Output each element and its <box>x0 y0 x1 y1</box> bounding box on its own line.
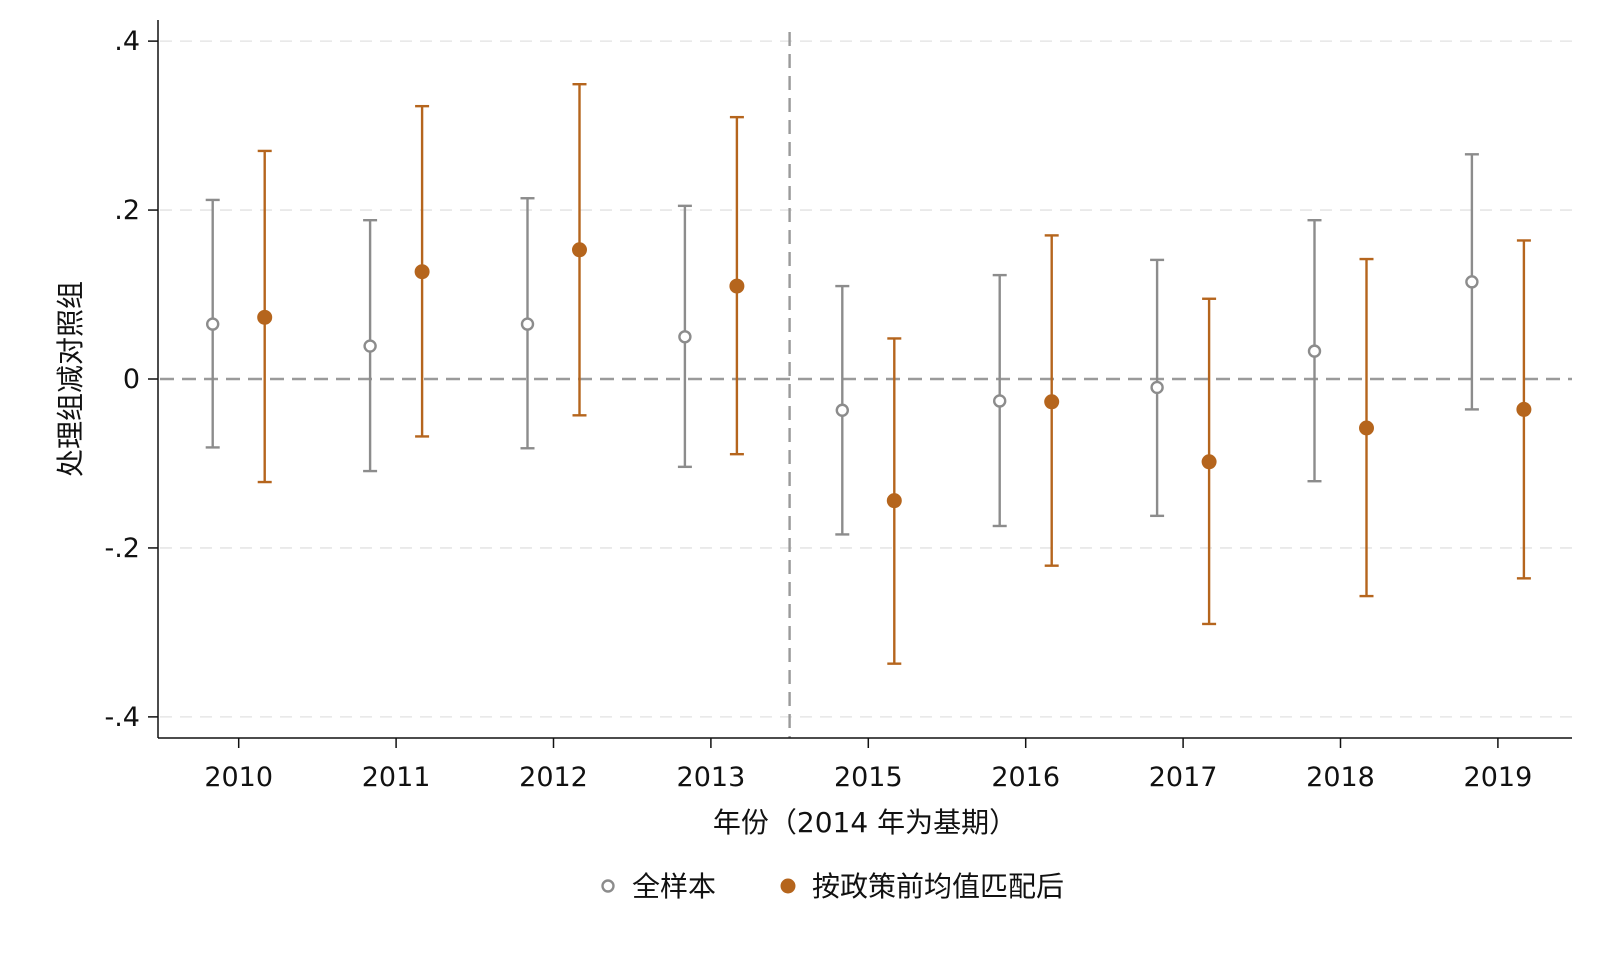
data-point <box>257 309 273 325</box>
x-tick-label: 2018 <box>1306 762 1375 793</box>
data-point <box>414 264 430 280</box>
data-point <box>1307 344 1322 358</box>
legend-item-full-sample: 全样本 <box>601 870 716 903</box>
y-axis-ticks: -.4 -.2 0 .2 .4 <box>104 26 158 733</box>
x-tick-label: 2016 <box>991 762 1060 793</box>
legend-label-full-sample: 全样本 <box>632 870 716 903</box>
data-point <box>1044 394 1060 410</box>
legend: 全样本 按政策前均值匹配后 <box>601 870 1064 903</box>
x-tick-label: 2011 <box>362 762 431 793</box>
data-point <box>520 317 535 331</box>
data-point <box>1465 275 1479 289</box>
y-tick-label: -.4 <box>104 702 140 733</box>
x-axis-ticks: 2010 2011 2012 2013 2015 2016 2017 2018 2019 <box>204 738 1532 793</box>
y-tick-label: -.2 <box>104 533 140 564</box>
data-point <box>1150 380 1164 395</box>
y-tick-label: .2 <box>114 195 140 226</box>
x-axis-title: 年份（2014 年为基期） <box>713 806 1017 839</box>
data-point <box>729 278 745 294</box>
legend-marker-filled-circle <box>780 878 796 894</box>
reference-lines <box>160 32 1572 738</box>
legend-item-matched-sample: 按政策前均值匹配后 <box>780 870 1064 903</box>
data-point <box>1359 420 1374 436</box>
series-marks <box>205 82 1532 665</box>
series-full-sample <box>205 153 1479 536</box>
x-tick-label: 2013 <box>677 762 746 793</box>
data-point <box>886 493 902 509</box>
legend-marker-hollow-circle <box>601 879 615 893</box>
y-axis-title: 处理组减对照组 <box>54 281 87 477</box>
data-point <box>1201 454 1217 470</box>
data-point <box>1516 401 1532 417</box>
data-point <box>993 394 1007 408</box>
series-matched-sample <box>257 82 1532 665</box>
data-point <box>572 242 587 258</box>
y-tick-label: 0 <box>123 364 140 395</box>
data-point <box>678 330 692 344</box>
x-tick-label: 2010 <box>204 762 273 793</box>
x-tick-label: 2017 <box>1149 762 1218 793</box>
x-tick-label: 2019 <box>1464 762 1533 793</box>
gridlines <box>160 40 1572 718</box>
x-tick-label: 2015 <box>834 762 903 793</box>
data-point <box>835 403 849 417</box>
y-tick-label: .4 <box>114 26 140 57</box>
legend-label-matched-sample: 按政策前均值匹配后 <box>812 870 1064 903</box>
data-point <box>363 339 377 353</box>
data-point <box>205 317 220 331</box>
x-tick-label: 2012 <box>519 762 588 793</box>
